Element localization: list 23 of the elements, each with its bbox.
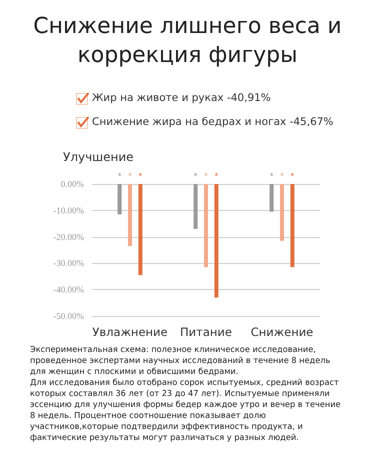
text: Экспериментальная схема: полезное клиническое исследование, проведенное экспертами научных исследований в течение 8 недель для женщин с плоскими и обвисшими бедрами. Для исследования было отобрано сорок испытуемых, средний возраст которых составлял 36 лет (от 23 до 47 лет). Испытуемые применяли эссенцию для улучшения формы бедер каждое утро и вечер в течение 8 недель. Процентное соотношение показывает долю участников,которые подтвердили эффективность продукта, и фактические результаты могут различаться у разных людей. [30,344,341,442]
x-tick-label: Увлажнение [92,325,168,339]
y-tick-label: 0.00% [60,179,84,189]
text: * [290,171,295,181]
y-axis-title: Улучшение [63,150,134,164]
y-tick-label: -40.00% [53,284,84,295]
y-tick-label: -10.00% [53,205,84,216]
y-tick-label: -50.00% [53,311,84,321]
chart-title: Снижение лишнего веса и коррекция фигуры [32,13,343,70]
text: Снижение жира на бедрах и ногах -45,67% [92,116,334,128]
text: * [280,171,284,181]
text: * [204,171,208,181]
text: * [128,171,132,181]
text: * [118,171,122,181]
text: * [138,171,143,181]
text: * [270,171,274,181]
y-tick-label: -30.00% [53,258,84,268]
x-tick-label: Снижение [250,325,314,339]
y-tick-label: -20.00% [53,232,84,242]
text: Жир на животе и руках -40,91% [92,92,271,104]
text: * [194,171,198,181]
x-tick-label: Питание [180,325,232,339]
text: * [214,171,219,181]
